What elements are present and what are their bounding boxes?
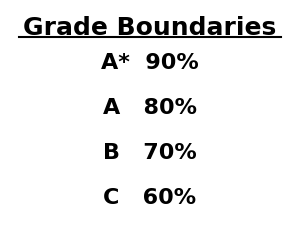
Text: A   80%: A 80%	[103, 98, 197, 118]
Text: B   70%: B 70%	[103, 143, 197, 163]
Text: Grade Boundaries: Grade Boundaries	[23, 16, 277, 40]
Text: C   60%: C 60%	[103, 188, 196, 208]
Text: A*  90%: A* 90%	[101, 53, 199, 73]
